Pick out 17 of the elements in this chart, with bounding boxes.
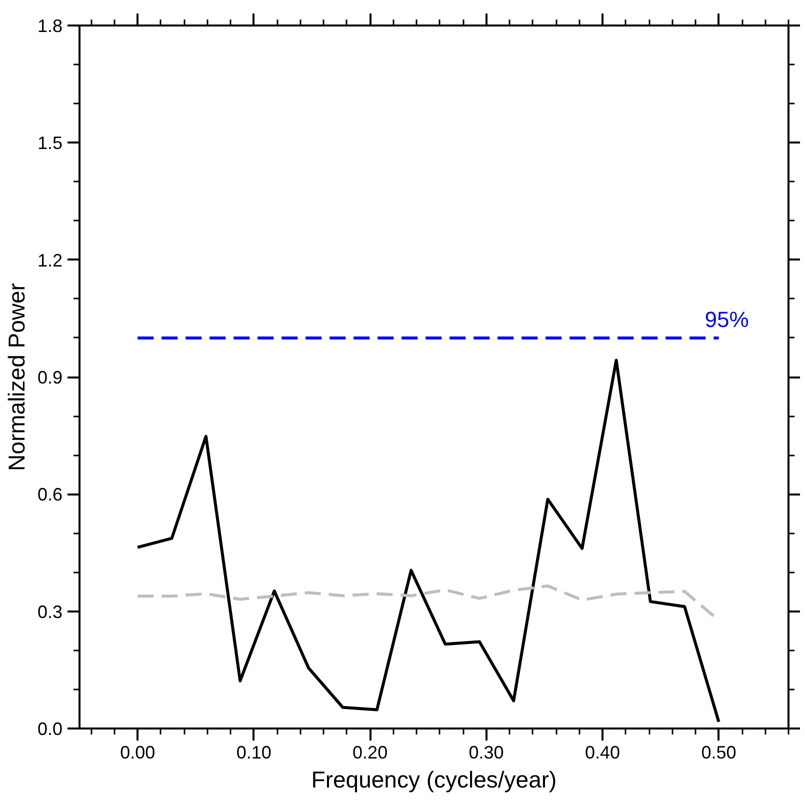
x-tick-label: 0.00 xyxy=(120,742,156,762)
y-tick-label: 0.9 xyxy=(37,368,63,388)
x-tick-label: 0.50 xyxy=(701,742,736,762)
y-tick-label: 1.2 xyxy=(37,250,63,270)
x-tick-label: 0.40 xyxy=(585,742,620,762)
y-tick-label: 1.8 xyxy=(37,16,63,36)
y-tick-label: 0.3 xyxy=(37,602,63,622)
x-axis-title: Frequency (cycles/year) xyxy=(311,766,557,792)
y-tick-label: 0.6 xyxy=(37,484,63,505)
y-axis-title: Normalized Power xyxy=(3,282,30,471)
x-tick-label: 0.10 xyxy=(236,742,272,762)
x-tick-label: 0.20 xyxy=(352,742,388,762)
line-series xyxy=(136,358,720,724)
x-tick-label: 0.30 xyxy=(468,742,504,762)
y-tick-label: 1.5 xyxy=(37,133,63,154)
series-label: 95% xyxy=(704,306,749,332)
y-tick-label: 0.0 xyxy=(37,719,63,739)
